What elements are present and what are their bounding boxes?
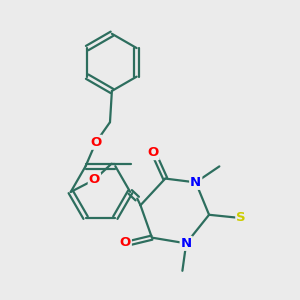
Text: N: N — [181, 237, 192, 250]
Text: S: S — [236, 211, 246, 224]
Text: O: O — [147, 146, 159, 159]
Text: N: N — [190, 176, 201, 189]
Text: O: O — [120, 236, 131, 249]
Text: O: O — [89, 173, 100, 186]
Text: O: O — [90, 136, 101, 149]
